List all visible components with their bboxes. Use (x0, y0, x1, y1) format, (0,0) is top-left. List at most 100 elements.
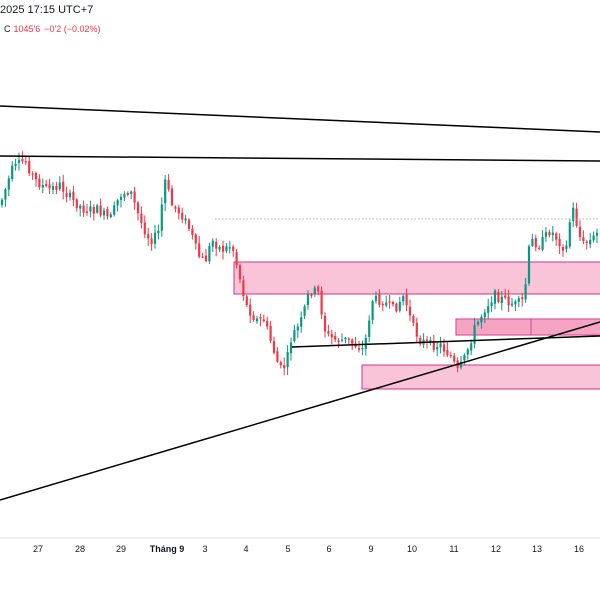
candle-body (429, 340, 432, 343)
candle-body (201, 256, 204, 258)
time-axis-tick-label: Tháng 9 (150, 544, 185, 554)
price-zone-overlap (456, 319, 600, 335)
candle-body (58, 182, 61, 190)
candle-body (408, 306, 412, 316)
candle-body (215, 241, 218, 249)
candle-body (136, 202, 140, 214)
candle-body (218, 246, 221, 250)
candle-body (113, 205, 116, 215)
candle-body (225, 246, 228, 252)
upper-trendline (0, 105, 600, 133)
candle-body (96, 205, 99, 213)
candle-body (293, 330, 296, 342)
time-axis-tick-label: 10 (407, 544, 417, 554)
candle-body (170, 188, 174, 206)
time-axis: 27 28 29 Tháng 9 3 4 5 6 9 10 11 12 13 16 (0, 537, 600, 554)
candle-body (473, 325, 476, 344)
candle-body (24, 161, 27, 163)
candle-body (463, 355, 466, 361)
candle-body (357, 348, 361, 350)
time-axis-tick-label: 29 (116, 544, 126, 554)
candle-body (582, 237, 585, 242)
candle-body (504, 295, 507, 298)
candle-body (242, 280, 245, 297)
candle-body (531, 238, 534, 246)
time-axis-tick-label: 6 (326, 544, 331, 554)
candle-body (123, 194, 126, 198)
candle-body (347, 338, 350, 340)
candle-body (28, 161, 31, 174)
candlestick-series (0, 151, 599, 376)
candle-body (561, 246, 565, 251)
candle-body (378, 294, 381, 305)
candle-body (480, 316, 483, 323)
candle-body (334, 336, 337, 340)
candle-body (310, 294, 313, 296)
candle-body (568, 222, 571, 247)
chart-header-datetime: 2025 17:15 UTC+7 (0, 4, 93, 16)
candle-body (524, 284, 527, 300)
candle-body (177, 207, 180, 214)
candle-body (497, 291, 500, 303)
candle-body (82, 205, 85, 213)
candle-body (116, 200, 119, 206)
candle-body (551, 232, 554, 236)
close-value: 1045'6 (13, 24, 41, 34)
candle-body (534, 238, 537, 248)
candle-body (490, 302, 493, 306)
time-axis-tick-label: 5 (285, 544, 290, 554)
candle-body (521, 297, 524, 300)
horizontal-resistance-line (0, 155, 600, 162)
candle-body (72, 191, 75, 201)
candle-body (238, 265, 242, 280)
candle-body (51, 186, 55, 190)
candle-body (79, 205, 82, 209)
candle-body (572, 207, 575, 222)
candle-body (517, 298, 520, 302)
candle-body (385, 302, 388, 306)
close-label: C (4, 24, 11, 34)
candle-body (276, 351, 279, 362)
candle-body (232, 246, 235, 251)
candle-body (17, 160, 21, 163)
candle-body (381, 304, 384, 306)
candle-body (228, 247, 231, 249)
candle-body (0, 199, 4, 205)
price-zone (530, 318, 600, 336)
candle-body (476, 321, 480, 325)
candle-body (402, 295, 405, 302)
candle-body (181, 212, 184, 220)
candle-body (211, 240, 214, 247)
candle-body (99, 205, 102, 216)
candle-body (11, 165, 14, 179)
candle-body (92, 207, 95, 214)
candle-body (510, 303, 514, 306)
candle-body (296, 326, 299, 331)
candle-body (31, 173, 34, 175)
time-axis-tick-label: 27 (33, 544, 43, 554)
candle-body (306, 294, 310, 306)
candle-body (327, 331, 330, 334)
candle-body (55, 185, 58, 190)
candle-body (565, 245, 568, 250)
candle-body (245, 296, 248, 306)
candle-body (45, 183, 48, 186)
candle-body (453, 355, 456, 362)
candle-body (436, 347, 439, 350)
candle-body (493, 290, 497, 304)
candle-body (466, 349, 469, 355)
candle-body (41, 185, 44, 188)
candle-body (187, 219, 191, 229)
candle-body (140, 213, 143, 223)
candle-body (191, 228, 194, 236)
candle-body (364, 337, 367, 349)
candle-body (221, 245, 225, 252)
candle-body (419, 337, 422, 345)
time-axis-tick-label: 12 (491, 544, 501, 554)
ohlc-legend: C 1045'6 −0'2 (−0.02%) (4, 24, 105, 34)
candle-body (544, 232, 548, 237)
candle-body (415, 322, 418, 337)
candle-body (555, 233, 558, 240)
candle-body (65, 192, 68, 197)
